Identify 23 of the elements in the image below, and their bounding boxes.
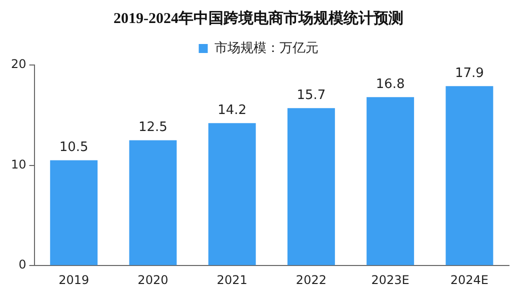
x-tick-label: 2022 <box>296 272 326 287</box>
x-tick-label: 2023E <box>371 272 410 287</box>
data-label: 12.5 <box>138 120 168 136</box>
y-tick-label: 20 <box>10 57 26 72</box>
x-tick-label: 2024E <box>450 272 488 287</box>
x-tick-label: 2021 <box>216 272 248 287</box>
y-tick-label: 10 <box>10 157 26 172</box>
x-tick-label: 2020 <box>138 272 168 287</box>
y-tick-label: 0 <box>18 258 26 272</box>
data-label: 15.7 <box>296 88 326 104</box>
data-label: 10.5 <box>59 140 88 156</box>
bar <box>446 86 494 266</box>
legend-label: 市场规模：万亿元 <box>214 40 318 56</box>
bar <box>50 160 98 266</box>
chart-title: 2019-2024年中国跨境电商市场规模统计预测 <box>114 8 404 27</box>
bar <box>208 123 256 266</box>
bar <box>287 108 335 266</box>
data-label: 16.8 <box>376 76 405 92</box>
data-label: 14.2 <box>218 103 247 118</box>
bar <box>129 140 177 266</box>
x-tick-label: 2019 <box>58 272 90 287</box>
bar <box>366 97 414 266</box>
data-label: 17.9 <box>454 66 484 81</box>
